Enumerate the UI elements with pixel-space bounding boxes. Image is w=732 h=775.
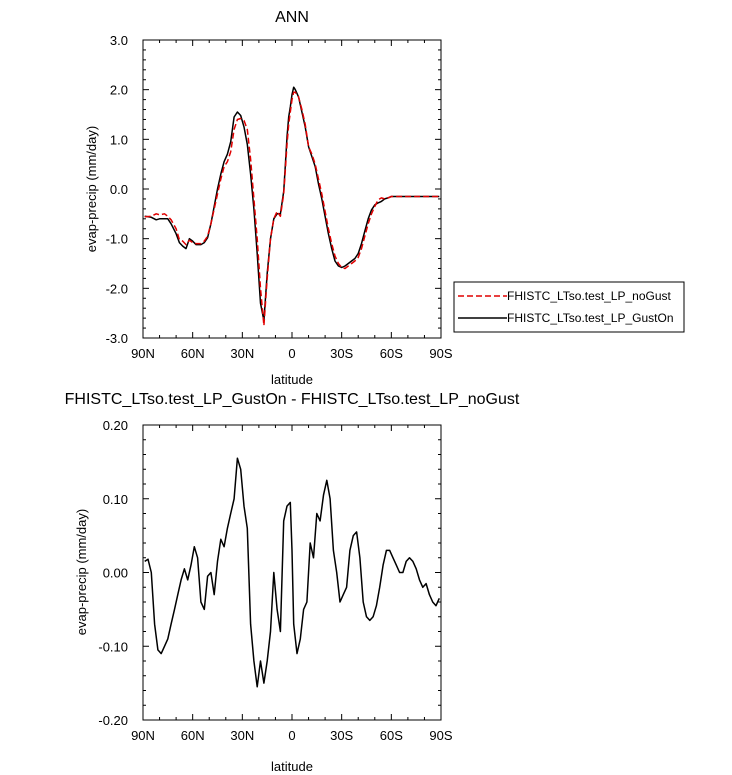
top-xtick-label: 60S [380,346,403,361]
bottom-xtick-label: 30N [230,728,254,743]
top-series-line-fhistc-ltso-test-lp-guston [144,86,440,322]
top-chart: ANN 3.02.01.00.0-1.0-2.0-3.0 90N 60N 30N 0 3… [84,9,453,387]
top-y-axis-label: evap-precip (mm/day) [84,126,99,252]
top-xtick-label: 0 [288,346,295,361]
bottom-xtick-label: 30S [330,728,353,743]
legend-label-guston: FHISTC_LTso.test_LP_GustOn [507,311,674,325]
top-ytick-label: 1.0 [110,132,128,147]
top-ytick-label: -2.0 [106,281,128,296]
bottom-chart-title: FHISTC_LTso.test_LP_GustOn - FHISTC_LTso… [65,391,520,408]
top-xtick-label: 30N [230,346,254,361]
bottom-chart: FHISTC_LTso.test_LP_GustOn - FHISTC_LTso… [65,391,520,774]
top-plot-frame [142,39,442,339]
top-x-axis-label: latitude [271,372,313,387]
bottom-ytick-label: 0.20 [103,418,128,433]
top-ytick-label: -1.0 [106,232,128,247]
legend-box [453,281,685,333]
top-ytick-label: -3.0 [106,331,128,346]
bottom-ytick-label: -0.20 [98,713,128,728]
bottom-series-line-difference [144,457,440,688]
bottom-x-axis-label: latitude [271,759,313,774]
legend-label-nogust: FHISTC_LTso.test_LP_noGust [507,289,672,303]
top-ytick-label: 2.0 [110,83,128,98]
bottom-xtick-label: 0 [288,728,295,743]
bottom-xtick-label: 60S [380,728,403,743]
top-ytick-label: 3.0 [110,33,128,48]
top-chart-title: ANN [275,9,309,26]
legend: FHISTC_LTso.test_LP_noGust FHISTC_LTso.t… [453,281,685,333]
bottom-y-axis: 0.20 0.10 0.00 -0.10 -0.20 [98,418,441,728]
top-xtick-label: 90S [429,346,452,361]
bottom-xtick-label: 90S [429,728,452,743]
bottom-ytick-label: 0.00 [103,566,128,581]
bottom-x-axis: 90N 60N 30N 0 30S 60S 90S [131,425,453,743]
top-x-axis: 90N 60N 30N 0 30S 60S 90S [131,40,453,361]
bottom-xtick-label: 90N [131,728,155,743]
top-xtick-label: 60N [181,346,205,361]
bottom-series-group [144,457,440,688]
top-series-line-fhistc-ltso-test-lp-nogust [144,91,440,327]
bottom-ytick-label: 0.10 [103,492,128,507]
bottom-y-axis-label: evap-precip (mm/day) [74,509,89,635]
top-xtick-label: 30S [330,346,353,361]
top-y-axis: 3.0 2.0 1.0 0.0 -1.0 -2.0 -3.0 [106,33,441,346]
bottom-xtick-label: 60N [181,728,205,743]
top-series-group [144,86,440,327]
bottom-ytick-label: -0.10 [98,639,128,654]
top-ytick-label: 0.0 [110,182,128,197]
top-xtick-label: 90N [131,346,155,361]
